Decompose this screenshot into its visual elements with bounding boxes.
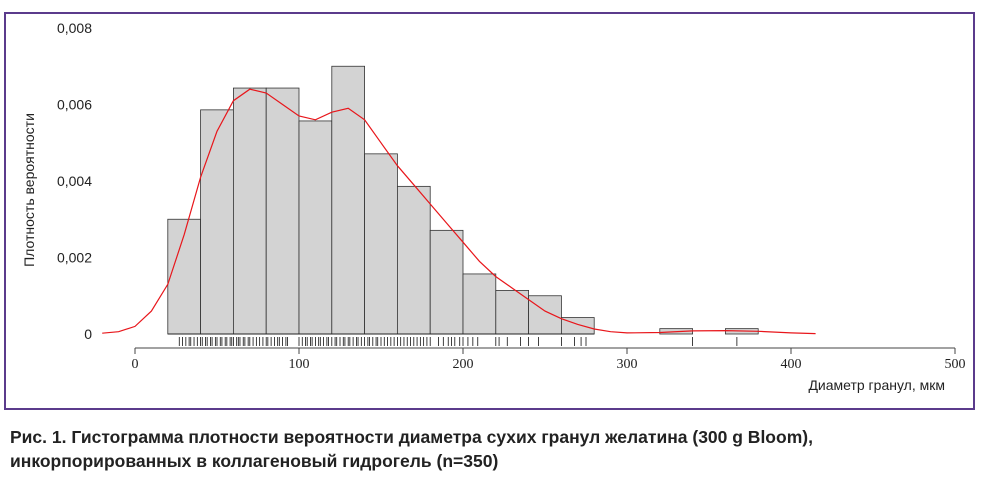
y-tick-label: 0,006	[57, 97, 92, 113]
x-tick-label: 300	[617, 357, 638, 372]
y-tick-label: 0	[84, 326, 92, 342]
histogram-bar-100-120	[298, 120, 333, 335]
y-axis-label: Плотность вероятности	[21, 113, 37, 267]
y-tick-label: 0,008	[57, 20, 92, 36]
x-tick-label: 0	[132, 357, 139, 372]
y-tick-label: 0,004	[57, 173, 92, 189]
histogram-bar-120-140	[331, 65, 365, 335]
caption-line-2: инкорпорированных в коллагеновый гидроге…	[10, 451, 499, 471]
histogram-bar-240-260	[528, 295, 562, 335]
histogram-bar-220-240	[495, 289, 529, 335]
x-tick-label: 500	[945, 357, 966, 372]
x-tick-label: 200	[453, 357, 474, 372]
x-axis-label: Диаметр гранул, мкм	[808, 377, 945, 393]
histogram-bar-200-220	[462, 273, 497, 335]
histogram-bar-80-100	[265, 87, 300, 335]
histogram-bar-60-80	[232, 87, 267, 335]
histogram-bar-140-160	[364, 153, 398, 335]
caption-line-1: Рис. 1. Гистограмма плотности вероятност…	[10, 427, 813, 447]
x-tick-label: 400	[781, 357, 802, 372]
y-tick-label: 0,002	[57, 250, 92, 266]
histogram-bar-180-200	[429, 229, 464, 335]
histogram-bar-40-60	[200, 109, 234, 335]
histogram-bar-160-180	[396, 185, 431, 335]
x-tick-label: 100	[289, 357, 310, 372]
density-curve	[102, 88, 816, 335]
figure-frame	[4, 12, 975, 410]
histogram-chart: 0 100 200 300 400 500 0 0,002 0,004 0,006 0,008 П…	[21, 20, 966, 393]
figure-caption: Рис. 1. Гистограмма плотности вероятност…	[10, 425, 980, 473]
